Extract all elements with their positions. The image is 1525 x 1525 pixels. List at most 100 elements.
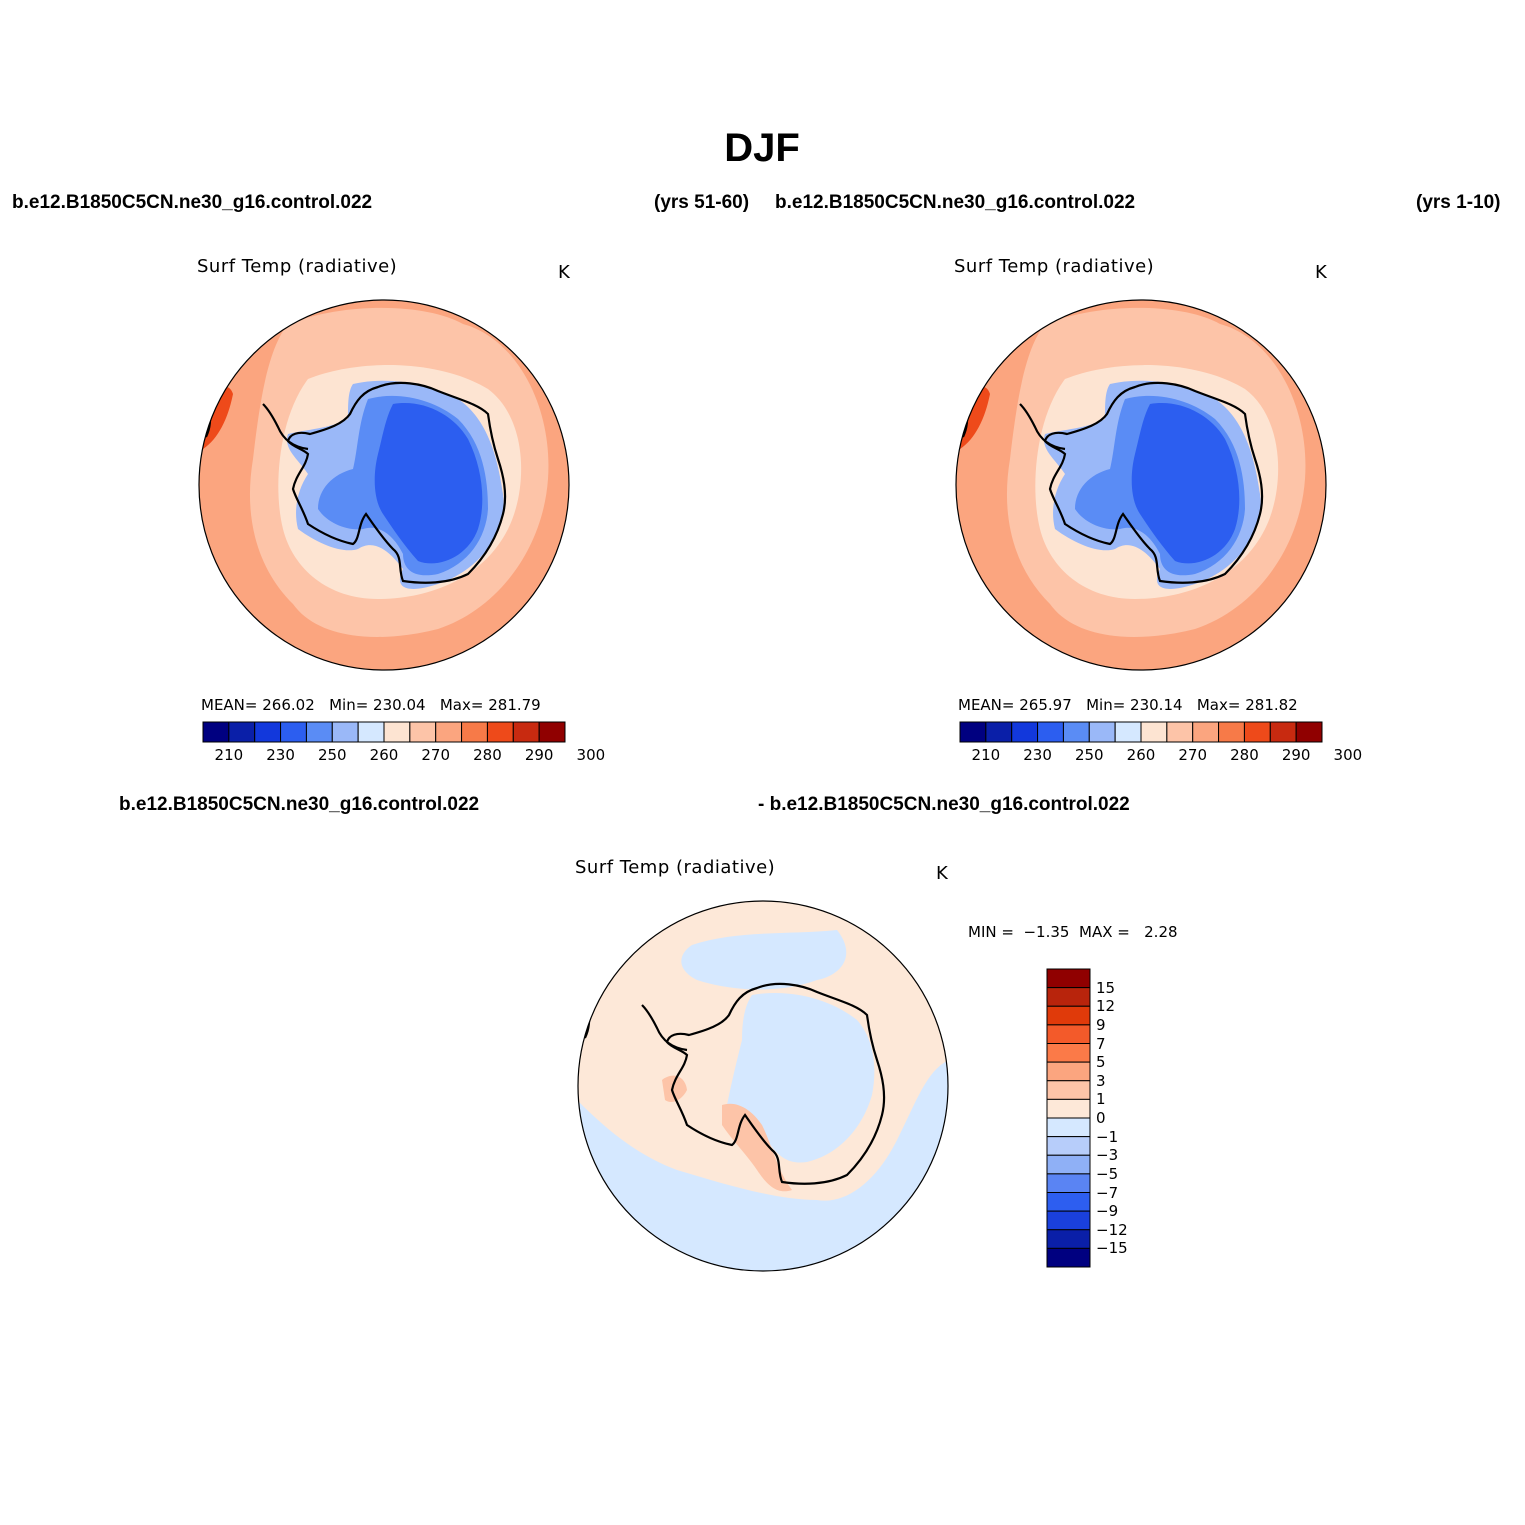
- colorbar-tick-label: 260: [369, 746, 399, 764]
- colorbar-swatch: [1218, 721, 1245, 743]
- min-label: Min=: [329, 696, 369, 714]
- colorbar-tick-label: 5: [1096, 1053, 1106, 1072]
- min-label: Min=: [1086, 696, 1126, 714]
- minmax-diff: MIN = −1.35 MAX = 2.28: [968, 923, 1178, 941]
- colorbar-swatch: [1062, 721, 1090, 743]
- colorbar-swatch: [357, 721, 385, 743]
- cool-anomaly-north: [681, 930, 847, 990]
- case-name-left: b.e12.B1850C5CN.ne30_g16.control.022: [12, 192, 373, 213]
- colorbar-left: [202, 721, 566, 743]
- polar-map-right: [955, 299, 1327, 671]
- colorbar-swatch: [305, 721, 333, 743]
- colorbar-swatch: [1046, 1117, 1091, 1138]
- colorbar-swatch: [1046, 1154, 1091, 1175]
- min-value: −1.35: [1023, 923, 1070, 941]
- colorbar-swatch: [331, 721, 359, 743]
- antarctica-coastline: [286, 381, 507, 584]
- colorbar-tick-label: 0: [1096, 1109, 1106, 1127]
- colorbar-tick-label: −7: [1096, 1183, 1119, 1202]
- colorbar-tick-label: −1: [1096, 1127, 1119, 1146]
- colorbar-swatch: [512, 721, 540, 743]
- years-left: (yrs 51-60): [654, 192, 750, 213]
- colorbar-swatch: [1166, 721, 1194, 743]
- colorbar-swatch: [1140, 721, 1168, 743]
- colorbar-tick-label: 210: [214, 746, 244, 764]
- plot-title-left: Surf Temp (radiative): [197, 256, 398, 277]
- polar-map-left: [198, 299, 570, 671]
- colorbar-tick-label: 230: [266, 746, 295, 764]
- colorbar-swatch: [1046, 1136, 1091, 1156]
- stats-left: MEAN= 266.02 Min= 230.04 Max= 281.79: [201, 696, 541, 714]
- antarctica-coastline: [665, 982, 886, 1185]
- colorbar-swatch: [1046, 1005, 1091, 1026]
- colorbar-swatch: [486, 721, 514, 743]
- units-right: K: [1315, 262, 1327, 283]
- colorbar-tick-label: 280: [1230, 746, 1259, 764]
- colorbar-swatch: [1046, 1080, 1091, 1100]
- plot-title-diff: Surf Temp (radiative): [575, 857, 776, 878]
- colorbar-tick-label: 210: [971, 746, 1001, 764]
- colorbar-tick-label: 250: [317, 746, 347, 764]
- cool-anomaly-interior: [727, 992, 875, 1163]
- colorbar-tick-label: 250: [1074, 746, 1104, 764]
- colorbar-swatch: [1046, 1173, 1091, 1193]
- colorbar-swatch: [1046, 968, 1091, 989]
- max-label: MAX =: [1079, 923, 1130, 941]
- colorbar-ticks-right: 210 230 250 260 270 280 290 300: [960, 746, 1363, 766]
- max-label: Max=: [1196, 696, 1241, 714]
- colorbar-ticks-left: 210 230 250 260 270 280 290 300: [203, 746, 606, 766]
- polar-map-diff: [577, 900, 949, 1272]
- colorbar-swatch: [1037, 721, 1064, 743]
- colorbar-swatch: [202, 721, 230, 743]
- colorbar-tick-label: 280: [473, 746, 502, 764]
- max-value: 281.79: [488, 696, 541, 714]
- years-right: (yrs 1-10): [1416, 192, 1501, 213]
- colorbar-swatch: [1243, 721, 1271, 743]
- colorbar-swatch: [959, 721, 987, 743]
- warm-patch-weddell: [662, 1075, 687, 1102]
- mean-value: 266.02: [262, 696, 315, 714]
- colorbar-tick-label: −12: [1096, 1220, 1128, 1239]
- colorbar-ticks-diff: 15 12 9 7 5 3 1 0 −1 −3 −5 −7 −9 −12 −15: [1096, 969, 1156, 1267]
- units-diff: K: [936, 863, 948, 884]
- stats-right: MEAN= 265.97 Min= 230.14 Max= 281.82: [958, 696, 1298, 714]
- colorbar-swatch: [985, 721, 1013, 743]
- colorbar-swatch: [1046, 987, 1091, 1007]
- colorbar-swatch: [1295, 721, 1323, 743]
- colorbar-swatch: [280, 721, 307, 743]
- colorbar-tick-label: 270: [421, 746, 451, 764]
- colorbar-swatch: [1192, 721, 1220, 743]
- case-name-b: - b.e12.B1850C5CN.ne30_g16.control.022: [758, 794, 1130, 815]
- colorbar-swatch: [409, 721, 437, 743]
- antarctic-peninsula: [641, 1004, 688, 1052]
- colorbar-swatch: [1269, 721, 1297, 743]
- antarctica-coastline: [1043, 381, 1264, 584]
- colorbar-tick-label: 15: [1096, 978, 1116, 997]
- colorbar-right: [959, 721, 1323, 743]
- colorbar-tick-label: −5: [1096, 1164, 1119, 1183]
- colorbar-swatch: [1046, 1247, 1091, 1268]
- max-value: 2.28: [1144, 923, 1178, 941]
- colorbar-swatch: [1046, 1098, 1091, 1119]
- figure-title: DJF: [724, 126, 800, 170]
- colorbar-swatch: [1046, 1192, 1091, 1212]
- colorbar-tick-label: −15: [1096, 1239, 1128, 1258]
- min-label: MIN =: [968, 923, 1014, 941]
- colorbar-swatch: [1046, 1210, 1091, 1231]
- colorbar-tick-label: 300: [576, 746, 606, 764]
- colorbar-swatch: [1088, 721, 1116, 743]
- colorbar-swatch: [383, 721, 411, 743]
- min-value: 230.04: [373, 696, 426, 714]
- antarctica-plateau: [374, 403, 483, 564]
- colorbar-swatch: [1011, 721, 1039, 743]
- colorbar-swatch: [1114, 721, 1142, 743]
- colorbar-swatch: [435, 721, 463, 743]
- colorbar-tick-label: 260: [1126, 746, 1156, 764]
- colorbar-tick-label: 290: [524, 746, 554, 764]
- mean-label: MEAN=: [958, 696, 1015, 714]
- colorbar-swatch: [1046, 1229, 1091, 1249]
- colorbar-swatch: [1046, 1061, 1091, 1082]
- colorbar-swatch: [1046, 1043, 1091, 1063]
- colorbar-tick-label: −3: [1096, 1146, 1119, 1165]
- case-name-a: b.e12.B1850C5CN.ne30_g16.control.022: [119, 794, 480, 815]
